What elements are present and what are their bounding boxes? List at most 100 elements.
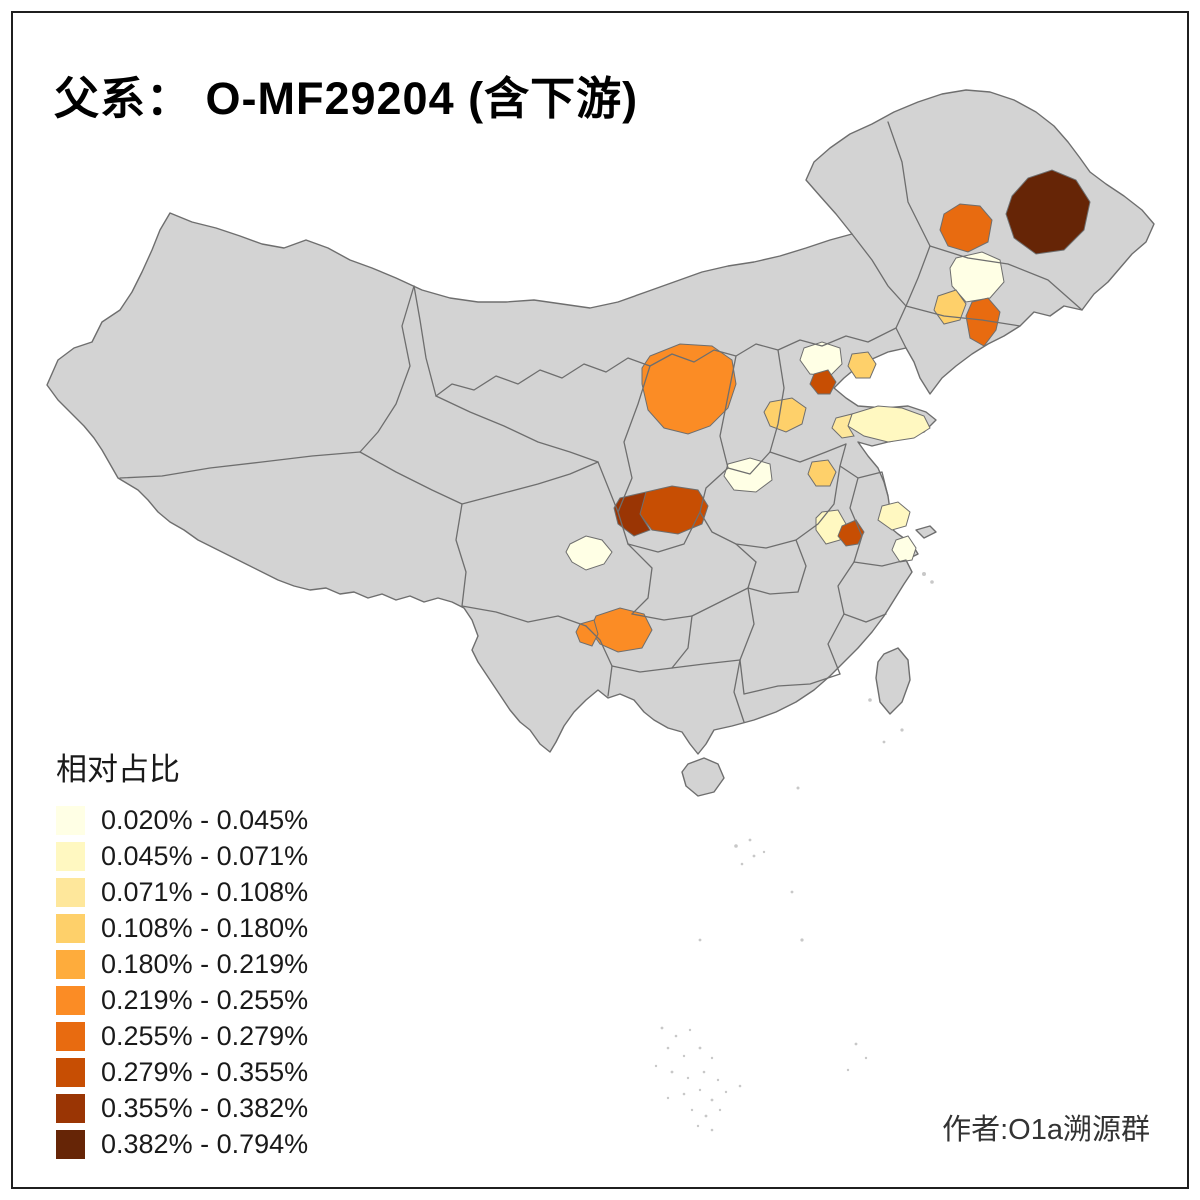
choropleth-region [809,369,837,395]
province-boundary [739,561,757,661]
legend-swatch [56,806,85,835]
islet [864,1056,868,1060]
choropleth-region [799,341,843,377]
islet [710,1056,714,1060]
province-boundary [461,605,587,627]
province-boundary [597,461,619,513]
province-boundary [735,543,757,563]
province-boundary [461,461,599,505]
choropleth-region [723,457,773,493]
islet [686,1076,690,1080]
choropleth-region [831,413,855,439]
province-boundary [769,443,847,463]
islet [682,1092,686,1096]
choropleth-region [939,203,993,253]
legend-label: 0.108% - 0.180% [101,913,309,943]
legend-label: 0.355% - 0.382% [101,1093,309,1123]
province-boundary [827,613,845,675]
legend-item: 0.279% - 0.355% [56,1057,308,1088]
choropleth-region [965,297,1001,347]
islet [696,1124,700,1128]
islet [854,1042,858,1046]
map-title: 父系： O-MF29204 (含下游) [54,73,639,124]
islet [718,1108,722,1112]
islet [654,1064,658,1068]
province-boundary [607,665,613,697]
legend-swatch [56,842,85,871]
choropleth-region [613,491,651,537]
islet [800,938,804,942]
province-boundary [727,451,771,475]
province-boundary [743,673,841,695]
islet [922,572,926,576]
legend-label: 0.279% - 0.355% [101,1057,309,1087]
legend-item: 0.108% - 0.180% [56,913,308,944]
province-boundary [359,285,415,453]
islet [690,1108,694,1112]
legend-item: 0.020% - 0.045% [56,805,308,836]
province-boundary [719,355,737,469]
legend-title: 相对占比 [56,752,180,787]
province-boundary [631,613,693,621]
province-boundary [413,285,437,397]
province-boundary [627,511,701,553]
province-boundary [851,233,907,307]
legend-label: 0.020% - 0.045% [101,805,309,835]
legend-item: 0.045% - 0.071% [56,841,308,872]
legend-item: 0.382% - 0.794% [56,1129,308,1160]
province-borders [119,121,1083,723]
islet [724,1090,728,1094]
islet [734,844,738,848]
province-boundary [119,451,361,479]
choropleth-region [763,397,807,433]
legend-swatch [56,914,85,943]
islet [698,1046,702,1050]
islet [710,1128,714,1132]
islet [796,786,800,790]
islet [762,850,766,854]
legend-label: 0.180% - 0.219% [101,949,309,979]
province-boundary [853,559,907,567]
choropleth-region [847,351,877,379]
province-boundary [359,451,463,505]
attribution: 作者:O1a溯源群 [942,1114,1150,1146]
province-boundary [611,665,673,673]
legend-item: 0.219% - 0.255% [56,985,308,1016]
province-boundary [747,539,807,595]
province-boundary [691,587,749,617]
province-boundary [699,465,841,549]
legend-item: 0.255% - 0.279% [56,1021,308,1052]
province-boundary [929,245,1083,311]
province-boundary [843,613,887,623]
province-boundary [905,305,1021,327]
islet [660,1026,664,1030]
province-boundary [585,625,613,667]
islet [666,1046,670,1050]
legend-item: 0.355% - 0.382% [56,1093,308,1124]
province-boundary [617,365,651,545]
mainland-outline [46,89,1155,755]
islet [710,1098,714,1102]
legend-swatch [56,1130,85,1159]
islet [688,1028,692,1032]
choropleth-region [565,535,613,571]
legend-swatch [56,986,85,1015]
islet [790,890,794,894]
province-boundary [887,121,931,247]
legend-label: 0.045% - 0.071% [101,841,309,871]
province-boundary [435,327,897,397]
choropleth-region [891,535,917,563]
islet [748,838,752,842]
province-boundary [671,659,741,669]
islet [698,1088,702,1092]
islands [681,525,937,797]
choropleth-region [877,501,911,531]
islet [702,1070,706,1074]
islet [930,580,934,584]
map-regions [565,169,1091,653]
province-boundary [455,503,467,607]
hainan-island [681,757,725,797]
legend-item: 0.180% - 0.219% [56,949,308,980]
choropleth-region [1005,169,1091,255]
